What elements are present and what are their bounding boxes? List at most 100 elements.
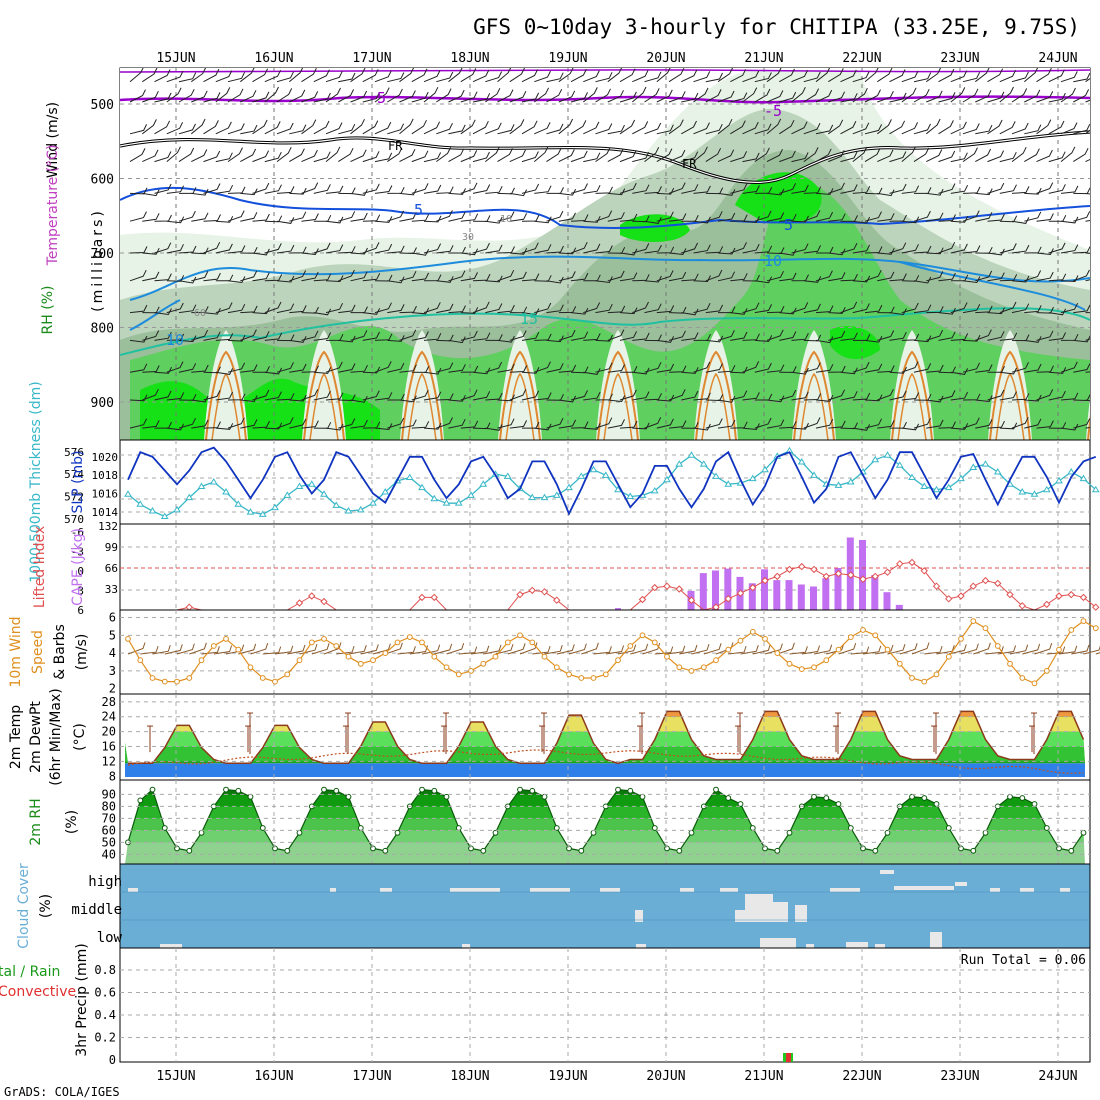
contour-25 [505, 372, 535, 440]
lifted-index-point [736, 589, 745, 597]
upper-wind-barb [681, 332, 699, 341]
upper-wind-barb [742, 87, 758, 103]
upper-wind-barb [484, 146, 500, 162]
surface-rh-point [762, 845, 768, 852]
upper-wind-barb [460, 307, 479, 314]
upper-wind-barb [570, 307, 589, 315]
upper-wind-barb [472, 273, 491, 282]
upper-wind-barb [926, 419, 944, 429]
upper-wind-barb [803, 245, 822, 254]
upper-wind-barb [252, 389, 270, 401]
upper-wind-barb [1011, 417, 1029, 429]
upper-wind-barb [779, 183, 797, 194]
thickness-point [626, 492, 635, 499]
cloud-level-middle: middle [71, 902, 122, 918]
wind-speed-point [1068, 627, 1075, 633]
upper-wind-barb [889, 366, 907, 374]
upper-wind-barb [276, 362, 294, 373]
wind-speed-point [798, 666, 805, 672]
upper-wind-barb [913, 210, 931, 222]
upper-wind-barb [668, 330, 686, 341]
date-label-top: 19JUN [548, 51, 587, 66]
mid-cloud-block [635, 910, 643, 922]
upper-wind-barb [411, 389, 429, 401]
upper-wind-barb [338, 89, 355, 103]
upper-wind-barb [595, 210, 613, 222]
upper-wind-barb [423, 422, 442, 430]
surface-wind-barb [238, 643, 257, 655]
upper-wind-barb [656, 394, 675, 402]
surface-wind-barb [1034, 642, 1053, 655]
pressure-tick-label: 500 [91, 98, 114, 113]
surface-rh-point [149, 786, 156, 793]
upper-wind-barb [877, 365, 895, 373]
lifted-index-point [847, 571, 855, 579]
upper-wind-barb [730, 242, 747, 254]
lifted-index-point [896, 560, 904, 568]
date-label-top: 21JUN [744, 51, 783, 66]
upper-wind-barb [423, 70, 441, 83]
upper-wind-barb [705, 147, 722, 163]
upper-wind-barb [791, 332, 809, 341]
upper-wind-barb [852, 244, 871, 254]
upper-wind-barb [766, 188, 785, 196]
wind-speed-point [884, 646, 891, 653]
upper-wind-barb [448, 270, 466, 282]
upper-wind-barb [1060, 87, 1076, 103]
upper-wind-barb [142, 330, 160, 341]
upper-wind-barb [962, 362, 981, 373]
upper-wind-barb [1024, 148, 1040, 163]
upper-wind-barb [926, 149, 943, 163]
surface-rh-point [713, 786, 719, 793]
upper-wind-barb [276, 303, 295, 314]
upper-wind-barb [1036, 213, 1054, 222]
wind-speed-point [235, 646, 242, 653]
upper-wind-barb [681, 120, 697, 135]
upper-wind-barb [374, 302, 392, 314]
upper-wind-barb [509, 68, 525, 83]
upper-wind-barb [436, 147, 452, 163]
thickness-tick-label: 570 [64, 513, 84, 526]
upper-wind-barb [338, 269, 355, 282]
upper-wind-barb [436, 71, 454, 83]
wind-speed-point [762, 636, 768, 642]
upper-wind-barb [301, 149, 318, 163]
surface-wind-barb [287, 644, 306, 655]
wind-axis: 6 5 4 3 2 [109, 611, 116, 696]
thickness-point [540, 493, 549, 501]
upper-wind-barb [276, 275, 295, 283]
upper-wind-barb [595, 245, 613, 254]
cape-bar [761, 569, 768, 610]
upper-wind-barb [387, 123, 405, 135]
upper-wind-barb [191, 271, 209, 282]
upper-wind-barb [289, 211, 307, 222]
upper-wind-barb [926, 271, 944, 282]
upper-wind-barb [472, 391, 491, 401]
lifted-index-point [969, 582, 977, 590]
upper-wind-barb [595, 276, 613, 284]
upper-wind-barb [301, 330, 319, 341]
left-labels: Wind (m/s) Temperature (°C) RH (%) (mill… [0, 102, 106, 1057]
upper-wind-barb [497, 335, 515, 343]
surface-rh-tick-label: 60 [102, 823, 116, 837]
surface-rh-point [1031, 801, 1038, 807]
upper-wind-barb [141, 119, 157, 135]
surface-wind-barb [1071, 644, 1090, 655]
upper-wind-barb [913, 363, 932, 373]
wind-speed-point [517, 632, 523, 639]
rh-region-green [130, 180, 1090, 440]
thickness-point [246, 508, 255, 515]
wind-speed-point [296, 657, 303, 664]
upper-wind-barb [742, 152, 760, 163]
surface-wind-barb [960, 643, 979, 655]
upper-wind-barb [779, 213, 797, 222]
upper-wind-barb [840, 301, 858, 314]
lifted-index-point [945, 595, 953, 603]
contour-20 [303, 350, 345, 440]
upper-wind-barb [362, 120, 379, 135]
upper-wind-barb [350, 189, 368, 196]
upper-wind-barb [1073, 418, 1090, 429]
cape-bar [834, 568, 842, 610]
upper-wind-barb [730, 308, 748, 315]
